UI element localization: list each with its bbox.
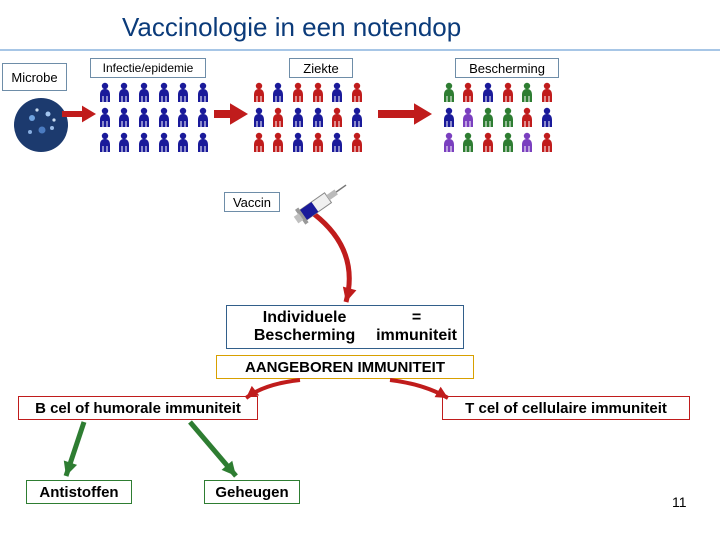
person-icon — [329, 107, 347, 130]
person-icon — [519, 131, 537, 154]
syringe-icon — [284, 176, 354, 237]
person-icon — [194, 82, 212, 105]
person-icon — [270, 131, 288, 154]
person-icon — [250, 131, 268, 154]
person-icon — [440, 107, 458, 130]
person-icon — [155, 82, 173, 105]
person-icon — [499, 107, 517, 130]
person-icon — [348, 107, 366, 130]
person-icon — [155, 107, 173, 130]
person-icon — [479, 107, 497, 130]
people-group-bescherming — [440, 82, 556, 154]
person-icon — [289, 131, 307, 154]
person-icon — [499, 131, 517, 154]
person-icon — [348, 131, 366, 154]
person-icon — [329, 131, 347, 154]
person-icon — [270, 107, 288, 130]
label-vaccin: Vaccin — [224, 192, 280, 212]
person-icon — [270, 82, 288, 105]
person-icon — [250, 107, 268, 130]
person-icon — [175, 82, 193, 105]
label-antistoffen: Antistoffen — [26, 480, 132, 504]
person-icon — [116, 107, 134, 130]
person-icon — [96, 82, 114, 105]
person-icon — [135, 82, 153, 105]
person-icon — [479, 131, 497, 154]
person-icon — [329, 82, 347, 105]
person-icon — [155, 131, 173, 154]
label-aangeboren-immuniteit: AANGEBOREN IMMUNITEIT — [216, 355, 474, 379]
label-microbe: Microbe — [2, 63, 67, 91]
person-icon — [348, 82, 366, 105]
label-infectie: Infectie/epidemie — [90, 58, 206, 78]
person-icon — [460, 82, 478, 105]
person-icon — [460, 131, 478, 154]
person-icon — [519, 107, 537, 130]
people-group-ziekte — [250, 82, 366, 154]
label-tcel: T cel of cellulaire immuniteit — [442, 396, 690, 420]
person-icon — [289, 82, 307, 105]
person-icon — [309, 131, 327, 154]
arrows-green — [0, 0, 720, 540]
person-icon — [116, 131, 134, 154]
page-number: 11 — [672, 494, 687, 510]
person-icon — [194, 131, 212, 154]
person-icon — [96, 107, 114, 130]
person-icon — [440, 131, 458, 154]
person-icon — [499, 82, 517, 105]
person-icon — [440, 82, 458, 105]
person-icon — [479, 82, 497, 105]
label-ziekte: Ziekte — [289, 58, 353, 78]
person-icon — [194, 107, 212, 130]
label-individuele-bescherming: Individuele Bescherming= immuniteit — [226, 305, 464, 349]
microbe-icon — [12, 96, 70, 159]
person-icon — [289, 107, 307, 130]
person-icon — [309, 82, 327, 105]
person-icon — [538, 131, 556, 154]
person-icon — [96, 131, 114, 154]
person-icon — [175, 131, 193, 154]
person-icon — [538, 82, 556, 105]
label-bcel: B cel of humorale immuniteit — [18, 396, 258, 420]
person-icon — [460, 107, 478, 130]
label-geheugen: Geheugen — [204, 480, 300, 504]
arrows-red-curved — [0, 0, 720, 540]
person-icon — [519, 82, 537, 105]
person-icon — [116, 82, 134, 105]
label-bescherming: Bescherming — [455, 58, 559, 78]
person-icon — [135, 131, 153, 154]
title-underline — [0, 0, 720, 60]
person-icon — [309, 107, 327, 130]
person-icon — [135, 107, 153, 130]
person-icon — [250, 82, 268, 105]
person-icon — [538, 107, 556, 130]
person-icon — [175, 107, 193, 130]
people-group-infectie — [96, 82, 212, 154]
